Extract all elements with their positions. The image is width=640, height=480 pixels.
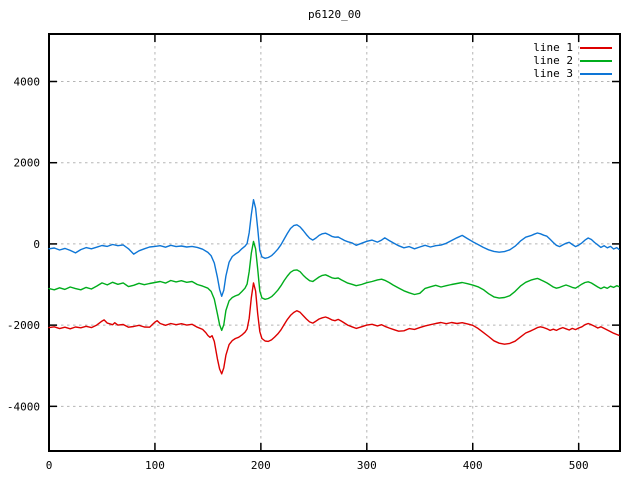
legend-entry-line-2: line 2 bbox=[533, 54, 612, 67]
y-tick-label: -4000 bbox=[7, 400, 40, 413]
series-line-2 bbox=[48, 240, 620, 332]
legend-label: line 1 bbox=[533, 41, 573, 54]
y-tick-label: 0 bbox=[33, 238, 40, 251]
x-tick-label: 500 bbox=[569, 459, 589, 472]
legend-line-sample-icon bbox=[580, 46, 612, 49]
y-tick-label: 4000 bbox=[14, 76, 41, 89]
legend-label: line 2 bbox=[533, 54, 573, 67]
x-tick-label: 100 bbox=[145, 459, 165, 472]
x-tick-label: 0 bbox=[46, 459, 53, 472]
legend-entry-line-1: line 1 bbox=[533, 41, 612, 54]
legend-label: line 3 bbox=[533, 67, 573, 80]
series-line-1 bbox=[48, 282, 620, 375]
plot-border bbox=[48, 33, 621, 452]
legend-line-sample-icon bbox=[580, 72, 612, 75]
x-tick-label: 400 bbox=[463, 459, 483, 472]
legend-line-sample-icon bbox=[580, 59, 612, 62]
y-tick-label: 2000 bbox=[14, 157, 41, 170]
legend: line 1 line 2 line 3 bbox=[533, 41, 612, 80]
legend-entry-line-3: line 3 bbox=[533, 67, 612, 80]
chart-title: p6120_00 bbox=[308, 8, 361, 21]
y-tick-label: -2000 bbox=[7, 319, 40, 332]
x-tick-label: 200 bbox=[251, 459, 271, 472]
x-tick-label: 300 bbox=[357, 459, 377, 472]
series-line-3 bbox=[48, 198, 620, 297]
